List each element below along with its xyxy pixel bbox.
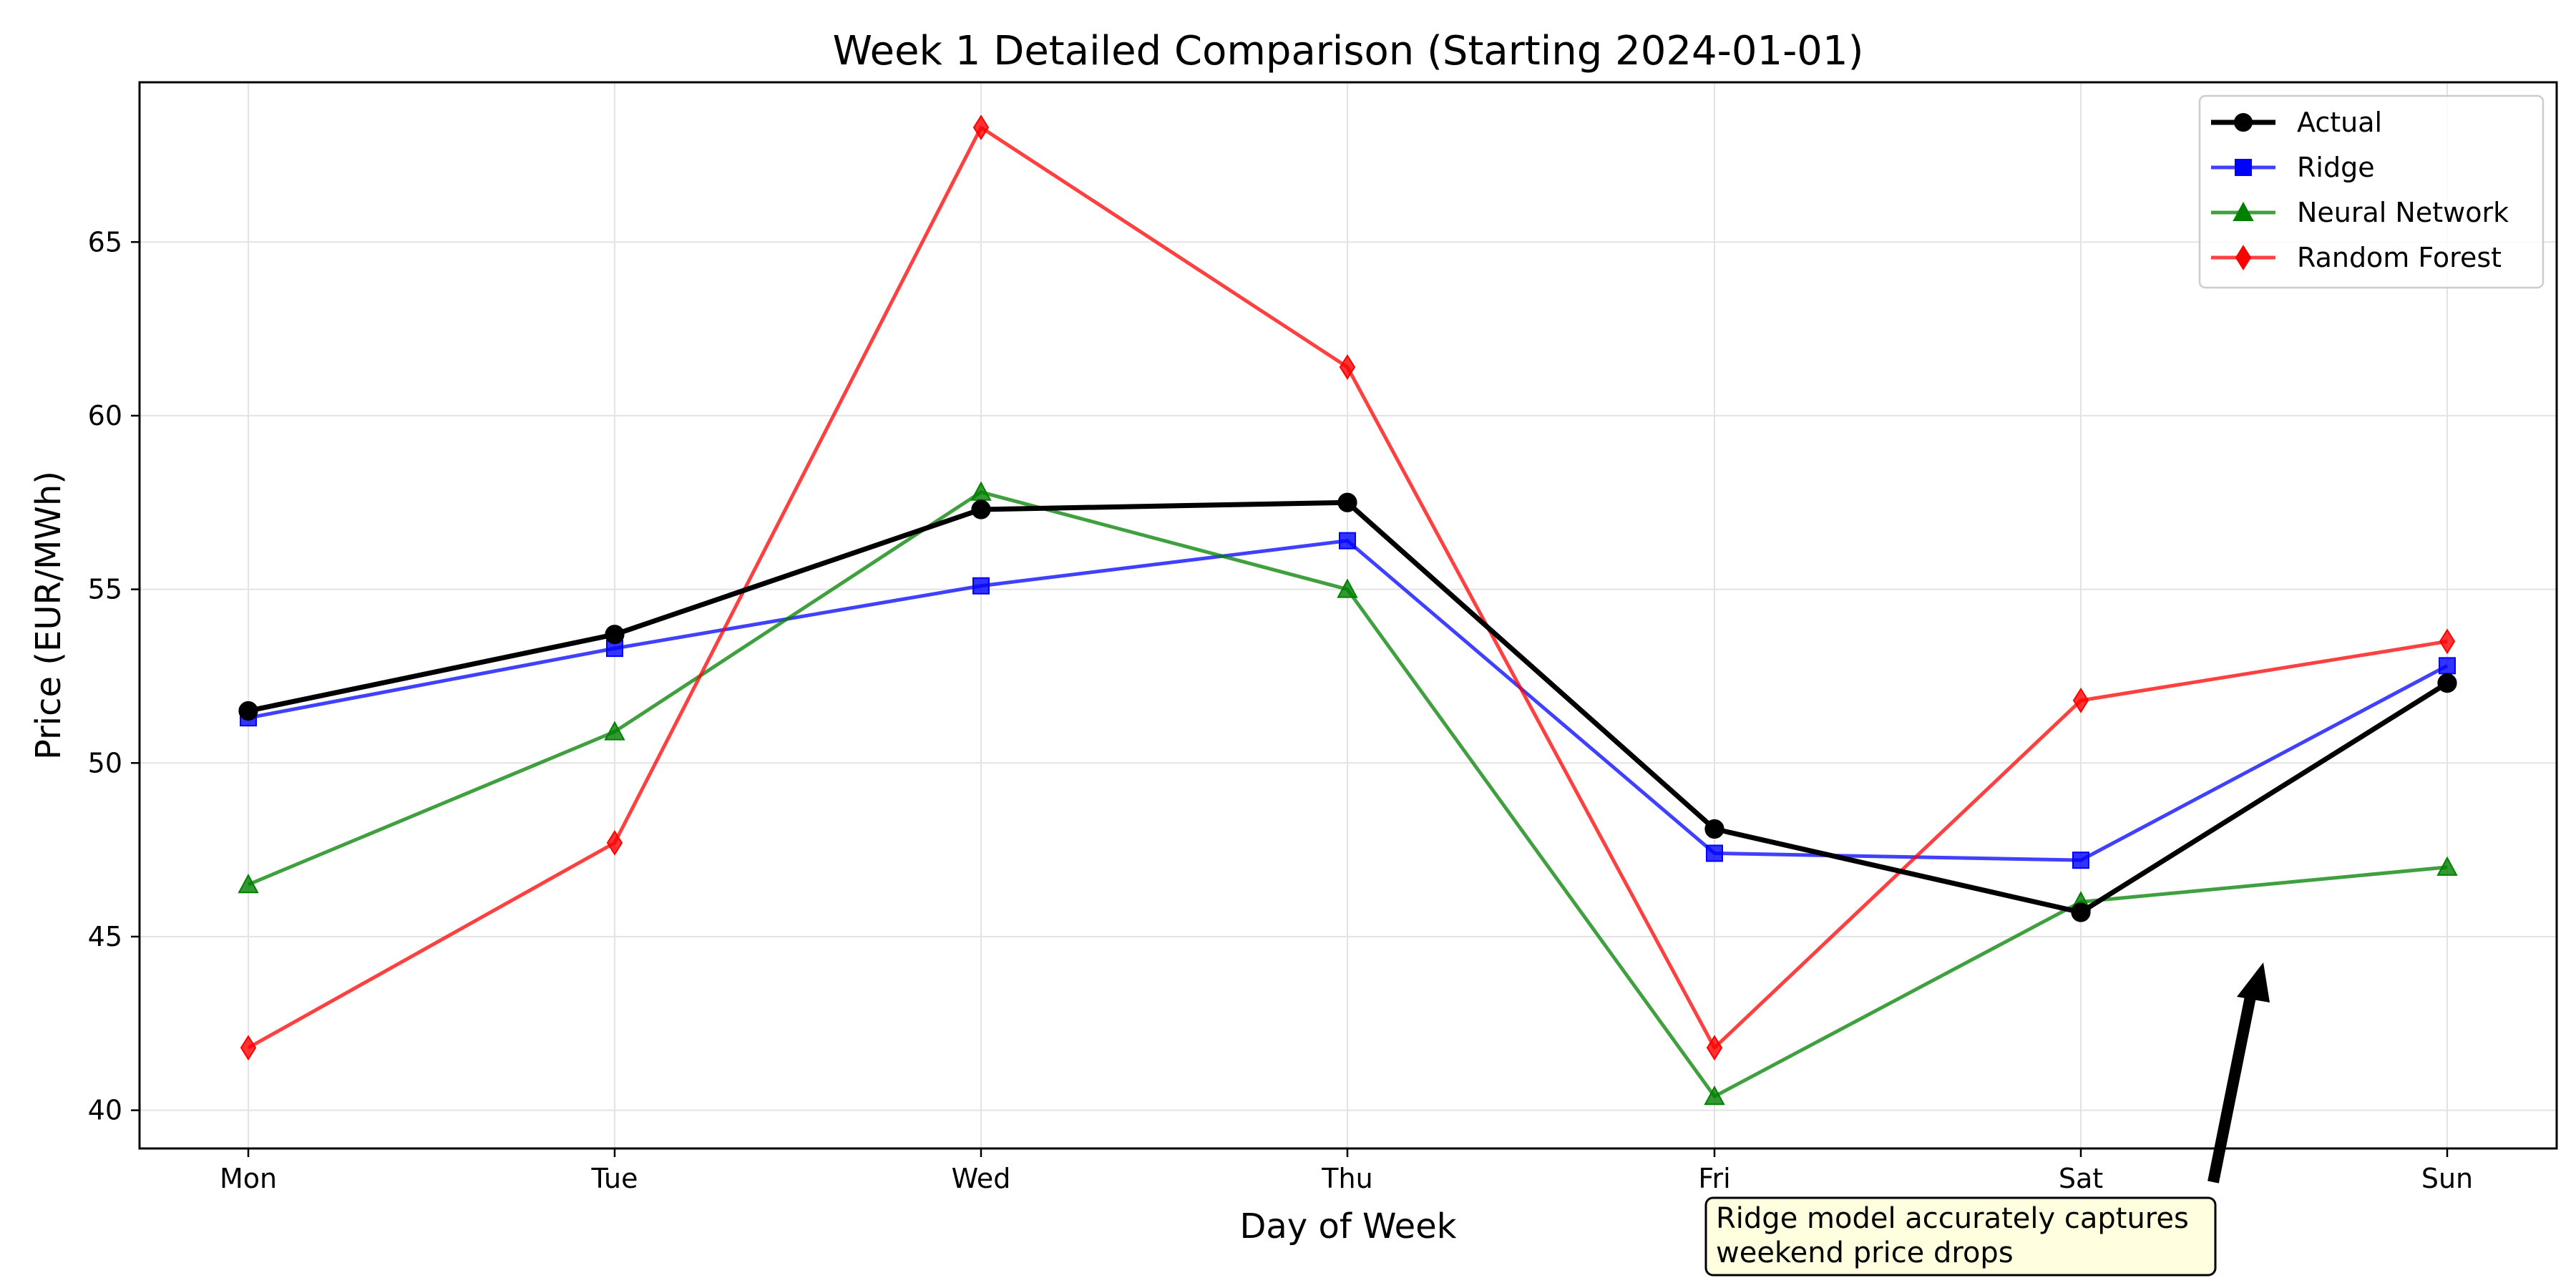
annotation: Ridge model accurately captures weekend … <box>1704 962 2270 1277</box>
legend-marker-actual <box>2234 113 2253 132</box>
series-actual <box>238 492 2457 922</box>
legend-item-random-forest: Random Forest <box>2211 242 2502 273</box>
marker-random-forest-mon <box>240 1035 257 1061</box>
marker-neural-network-sun <box>2436 856 2458 876</box>
marker-neural-network-wed <box>970 481 992 501</box>
annotation-arrow <box>2207 992 2257 1184</box>
annotation-text-line-2: weekend price drops <box>1716 1236 2014 1269</box>
marker-neural-network-mon <box>238 874 259 894</box>
series-ridge <box>240 532 2456 869</box>
y-tick-label-40: 40 <box>88 1095 122 1126</box>
marker-neural-network-tue <box>604 721 625 741</box>
legend: Actual Ridge Neural Network Random Forest <box>2198 94 2545 289</box>
annotation-text-line-1: Ridge model accurately captures <box>1716 1202 2189 1235</box>
marker-actual-tue <box>605 625 625 645</box>
y-tick-label-55: 55 <box>88 574 122 605</box>
marker-random-forest-wed <box>972 114 990 140</box>
grid <box>140 82 2557 1148</box>
legend-label-neural-network: Neural Network <box>2297 197 2509 228</box>
axis-ticks: Mon Tue Wed Thu Fri Sat Sun 40 45 50 55 60 65 <box>88 226 2474 1194</box>
x-tick-label-mon: Mon <box>220 1163 277 1194</box>
legend-marker-ridge <box>2235 159 2252 176</box>
marker-ridge-sun <box>2439 657 2456 675</box>
marker-actual-wed <box>971 499 991 519</box>
legend-box <box>2198 94 2545 289</box>
chart-title: Week 1 Detailed Comparison (Starting 202… <box>833 28 1864 74</box>
legend-label-actual: Actual <box>2297 107 2382 138</box>
marker-neural-network-thu <box>1337 578 1358 598</box>
x-tick-label-fri: Fri <box>1698 1163 1730 1194</box>
legend-item-actual: Actual <box>2211 107 2382 138</box>
y-tick-label-65: 65 <box>88 226 122 258</box>
legend-label-ridge: Ridge <box>2297 152 2375 183</box>
legend-item-neural-network: Neural Network <box>2211 197 2509 228</box>
legend-marker-neural-network <box>2233 201 2254 222</box>
legend-item-ridge: Ridge <box>2211 152 2375 183</box>
marker-actual-fri <box>1704 819 1724 839</box>
marker-ridge-fri <box>1706 844 1723 862</box>
x-axis-label: Day of Week <box>1239 1206 1456 1246</box>
marker-actual-sat <box>2071 902 2091 922</box>
marker-random-forest-fri <box>1706 1035 1723 1061</box>
legend-marker-random-forest <box>2235 245 2252 270</box>
series-group <box>238 114 2458 1106</box>
annotation-arrow-head <box>2237 962 2270 1002</box>
marker-random-forest-tue <box>606 830 623 856</box>
x-tick-label-wed: Wed <box>952 1163 1011 1194</box>
marker-ridge-wed <box>972 577 990 595</box>
series-random-forest <box>240 114 2456 1061</box>
x-tick-label-tue: Tue <box>591 1163 638 1194</box>
y-tick-label-45: 45 <box>88 921 122 952</box>
y-tick-label-60: 60 <box>88 400 122 431</box>
marker-random-forest-thu <box>1339 354 1356 380</box>
x-tick-label-thu: Thu <box>1321 1163 1372 1194</box>
marker-actual-sun <box>2437 673 2457 693</box>
marker-actual-mon <box>238 701 258 721</box>
x-tick-label-sun: Sun <box>2421 1163 2473 1194</box>
marker-random-forest-sat <box>2072 688 2089 713</box>
marker-neural-network-fri <box>1704 1085 1725 1106</box>
marker-ridge-thu <box>1339 532 1356 550</box>
legend-label-random-forest: Random Forest <box>2297 242 2502 273</box>
marker-actual-thu <box>1337 492 1357 512</box>
marker-ridge-sat <box>2072 852 2089 869</box>
x-tick-label-sat: Sat <box>2059 1163 2103 1194</box>
y-tick-label-50: 50 <box>88 747 122 779</box>
marker-random-forest-sun <box>2439 628 2456 655</box>
y-axis-label: Price (EUR/MWh) <box>29 471 69 760</box>
annotation-box <box>1704 1196 2217 1277</box>
